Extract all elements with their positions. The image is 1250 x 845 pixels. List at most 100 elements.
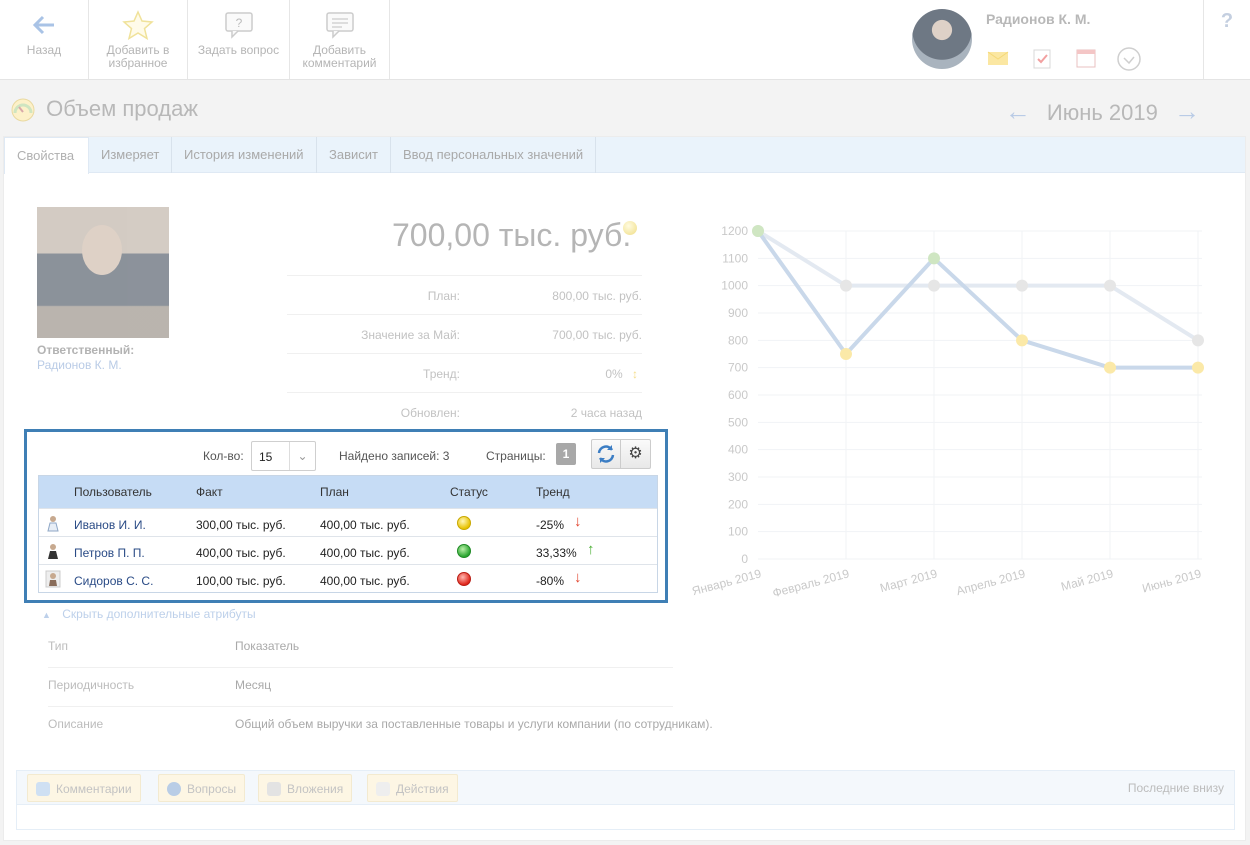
prev-period-arrow-icon[interactable]: ←: [1004, 96, 1031, 126]
comment-icon: [36, 782, 50, 796]
tab-properties[interactable]: Свойства: [4, 137, 89, 174]
data-point: [1104, 279, 1116, 292]
fact-cell: 100,00 тыс. руб.: [196, 574, 286, 588]
attr-value: Общий объем выручки за поставленные това…: [235, 717, 713, 731]
stat-value: 700,00 тыс. руб.: [552, 328, 642, 342]
comments-tab[interactable]: Комментарии: [27, 774, 141, 802]
comment-label-1: Добавить: [312, 43, 367, 57]
user-icon: [47, 516, 59, 532]
actions-tab[interactable]: Действия: [367, 774, 458, 802]
chevron-down-icon[interactable]: ⌄: [289, 442, 315, 470]
bottom-tabs: Комментарии Вопросы Вложения Действия По…: [17, 771, 1234, 805]
status-dot-icon: [623, 221, 637, 235]
help-button[interactable]: ?: [1203, 0, 1250, 79]
x-tick-label: Июнь 2019: [1141, 566, 1203, 595]
col-status-header[interactable]: Статус: [450, 485, 488, 499]
settings-button[interactable]: ⚙: [621, 439, 651, 469]
tasks-icon[interactable]: [1030, 46, 1054, 70]
user-icon: [45, 570, 61, 588]
page-title: Объем продаж: [10, 96, 198, 123]
back-label: Назад: [26, 43, 62, 57]
extra-attributes: Тип Показатель Периодичность Месяц Описа…: [48, 629, 713, 746]
comment-label-2: комментарий: [302, 56, 377, 70]
refresh-button[interactable]: [591, 439, 621, 469]
tab-depends[interactable]: Зависит: [317, 137, 391, 173]
back-arrow-icon: [32, 15, 54, 35]
stat-label: План:: [427, 289, 460, 303]
check-circle-icon[interactable]: [1116, 46, 1141, 71]
sort-order-link[interactable]: Последние внизу: [1127, 781, 1224, 795]
data-point: [928, 252, 940, 265]
arrow-up-icon: ↑: [587, 541, 595, 558]
fav-label-2: избранное: [108, 56, 168, 70]
data-point: [1016, 334, 1028, 347]
data-point: [1192, 334, 1204, 347]
back-button[interactable]: Назад: [0, 0, 89, 79]
data-point: [1104, 361, 1116, 374]
col-fact-header[interactable]: Факт: [196, 485, 223, 499]
gauge-icon: [11, 98, 35, 122]
data-point: [928, 279, 940, 292]
grid-toolbar: Кол-во: 15 ⌄ Найдено записей: 3 Страницы…: [27, 432, 665, 472]
y-tick-label: 1200: [721, 224, 748, 238]
tab-personal-values[interactable]: Ввод персональных значений: [391, 137, 597, 173]
page-size-select[interactable]: 15 ⌄: [251, 441, 316, 471]
attr-key: Периодичность: [48, 678, 135, 692]
x-tick-label: Февраль 2019: [771, 566, 851, 600]
responsible-name-link[interactable]: Радионов К. М.: [37, 358, 122, 372]
attr-row-description: Описание Общий объем выручки за поставле…: [48, 707, 713, 746]
y-tick-label: 300: [728, 470, 748, 484]
next-period-arrow-icon[interactable]: →: [1174, 96, 1200, 126]
table-row[interactable]: Сидоров С. С. 100,00 тыс. руб. 400,00 ты…: [39, 564, 657, 592]
y-tick-label: 100: [728, 525, 748, 539]
stat-row-plan: План: 800,00 тыс. руб.: [287, 275, 642, 314]
attachments-tab[interactable]: Вложения: [258, 774, 353, 802]
tabs-bar: Свойства Измеряет История изменений Зави…: [4, 137, 1245, 174]
stat-value: 800,00 тыс. руб.: [552, 289, 642, 303]
users-table: Пользователь Факт План Статус Тренд Иван…: [38, 475, 658, 593]
hide-attributes-link[interactable]: ▲ Скрыть дополнительные атрибуты: [42, 607, 256, 621]
period-selector: ← Июнь 2019 →: [995, 96, 1210, 127]
user-name[interactable]: Радионов К. М.: [986, 11, 1091, 27]
tab-measures[interactable]: Измеряет: [89, 137, 173, 173]
y-tick-label: 200: [728, 497, 748, 511]
responsible-label: Ответственный:: [37, 343, 135, 357]
series-line: [756, 229, 1198, 370]
data-point: [752, 225, 764, 237]
document-icon: [376, 782, 390, 796]
x-tick-label: Апрель 2019: [955, 566, 1027, 598]
user-name-link[interactable]: Иванов И. И.: [74, 518, 146, 532]
bottom-section: Комментарии Вопросы Вложения Действия По…: [16, 770, 1235, 830]
stat-value: 2 часа назад: [570, 406, 642, 420]
col-trend-header[interactable]: Тренд: [536, 485, 570, 499]
users-grid-panel: Кол-во: 15 ⌄ Найдено записей: 3 Страницы…: [24, 429, 668, 603]
col-user-header[interactable]: Пользователь: [74, 485, 152, 499]
table-row[interactable]: Иванов И. И. 300,00 тыс. руб. 400,00 тыс…: [39, 508, 657, 536]
comments-tab-label: Комментарии: [56, 782, 132, 796]
trend-cell: -25%: [536, 518, 565, 532]
user-avatar[interactable]: [912, 9, 972, 69]
data-point: [840, 279, 852, 292]
top-toolbar: Назад Добавить в избранное ? Задать вопр…: [0, 0, 1250, 80]
attr-row-period: Периодичность Месяц: [48, 668, 673, 707]
sales-line-chart: 0 100 200 300 400 500 600 700 800 900 1000 1100 1200…: [690, 224, 1204, 600]
comment-icon: [325, 12, 354, 39]
page-number-button[interactable]: 1: [556, 443, 576, 465]
attr-row-type: Тип Показатель: [48, 629, 673, 668]
calendar-icon[interactable]: [1074, 46, 1098, 70]
col-plan-header[interactable]: План: [320, 485, 349, 499]
pages-label: Страницы:: [486, 449, 546, 463]
user-name-link[interactable]: Сидоров С. С.: [74, 574, 154, 588]
user-name-link[interactable]: Петров П. П.: [74, 546, 145, 560]
mail-icon[interactable]: [986, 46, 1010, 70]
question-icon: [167, 782, 181, 796]
tab-history[interactable]: История изменений: [172, 137, 317, 173]
ask-question-button[interactable]: ? Задать вопрос: [188, 0, 290, 79]
add-favorite-button[interactable]: Добавить в избранное: [89, 0, 188, 79]
table-header: Пользователь Факт План Статус Тренд: [39, 476, 657, 508]
table-row[interactable]: Петров П. П. 400,00 тыс. руб. 400,00 тыс…: [39, 536, 657, 564]
data-point: [840, 348, 852, 360]
arrow-down-icon: ↓: [574, 569, 582, 586]
add-comment-button[interactable]: Добавить комментарий: [290, 0, 390, 79]
questions-tab[interactable]: Вопросы: [158, 774, 246, 802]
